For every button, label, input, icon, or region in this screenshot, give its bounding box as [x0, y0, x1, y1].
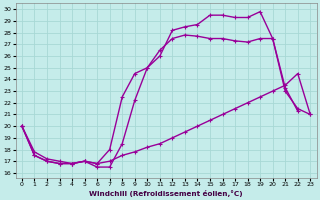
- X-axis label: Windchill (Refroidissement éolien,°C): Windchill (Refroidissement éolien,°C): [89, 190, 243, 197]
